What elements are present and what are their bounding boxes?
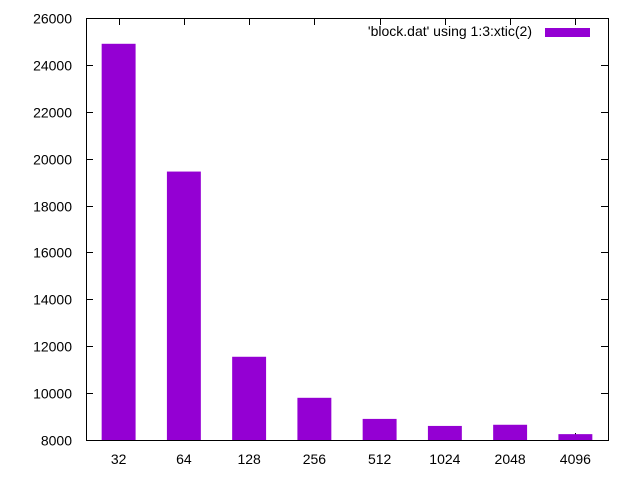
bar (297, 397, 332, 440)
legend: 'block.dat' using 1:3:xtic(2) (368, 23, 590, 39)
bar (166, 171, 201, 441)
bar (362, 418, 397, 440)
y-tick-label: 14000 (33, 292, 72, 308)
y-tick-label: 20000 (33, 152, 72, 168)
y-tick-label: 24000 (33, 58, 72, 74)
legend-swatch (545, 28, 590, 37)
bar (493, 424, 528, 440)
y-tick-label: 22000 (33, 105, 72, 121)
bars (101, 43, 593, 441)
x-tick-label: 256 (303, 451, 327, 467)
x-tick-label: 64 (176, 451, 192, 467)
y-tick-label: 10000 (33, 386, 72, 402)
bar (232, 356, 267, 440)
y-tick-label: 26000 (33, 11, 72, 27)
bar (101, 43, 136, 441)
x-tick-label: 4096 (560, 451, 591, 467)
x-tick-label: 32 (111, 451, 127, 467)
y-axis: 8000 10000 12000 14000 16000 18000 20000 22000 2… (33, 11, 608, 449)
x-tick-label: 1024 (429, 451, 460, 467)
bar (558, 434, 593, 440)
plot-frame (86, 18, 609, 441)
x-tick-label: 512 (368, 451, 392, 467)
x-tick-label: 128 (237, 451, 261, 467)
legend-label: 'block.dat' using 1:3:xtic(2) (368, 23, 532, 39)
y-tick-label: 16000 (33, 245, 72, 261)
x-axis: 32 64 128 256 512 1024 2048 4096 (111, 18, 591, 467)
x-tick-label: 2048 (495, 451, 526, 467)
y-tick-label: 18000 (33, 199, 72, 215)
y-tick-label: 8000 (41, 433, 72, 449)
bar (427, 425, 462, 440)
y-tick-label: 12000 (33, 339, 72, 355)
